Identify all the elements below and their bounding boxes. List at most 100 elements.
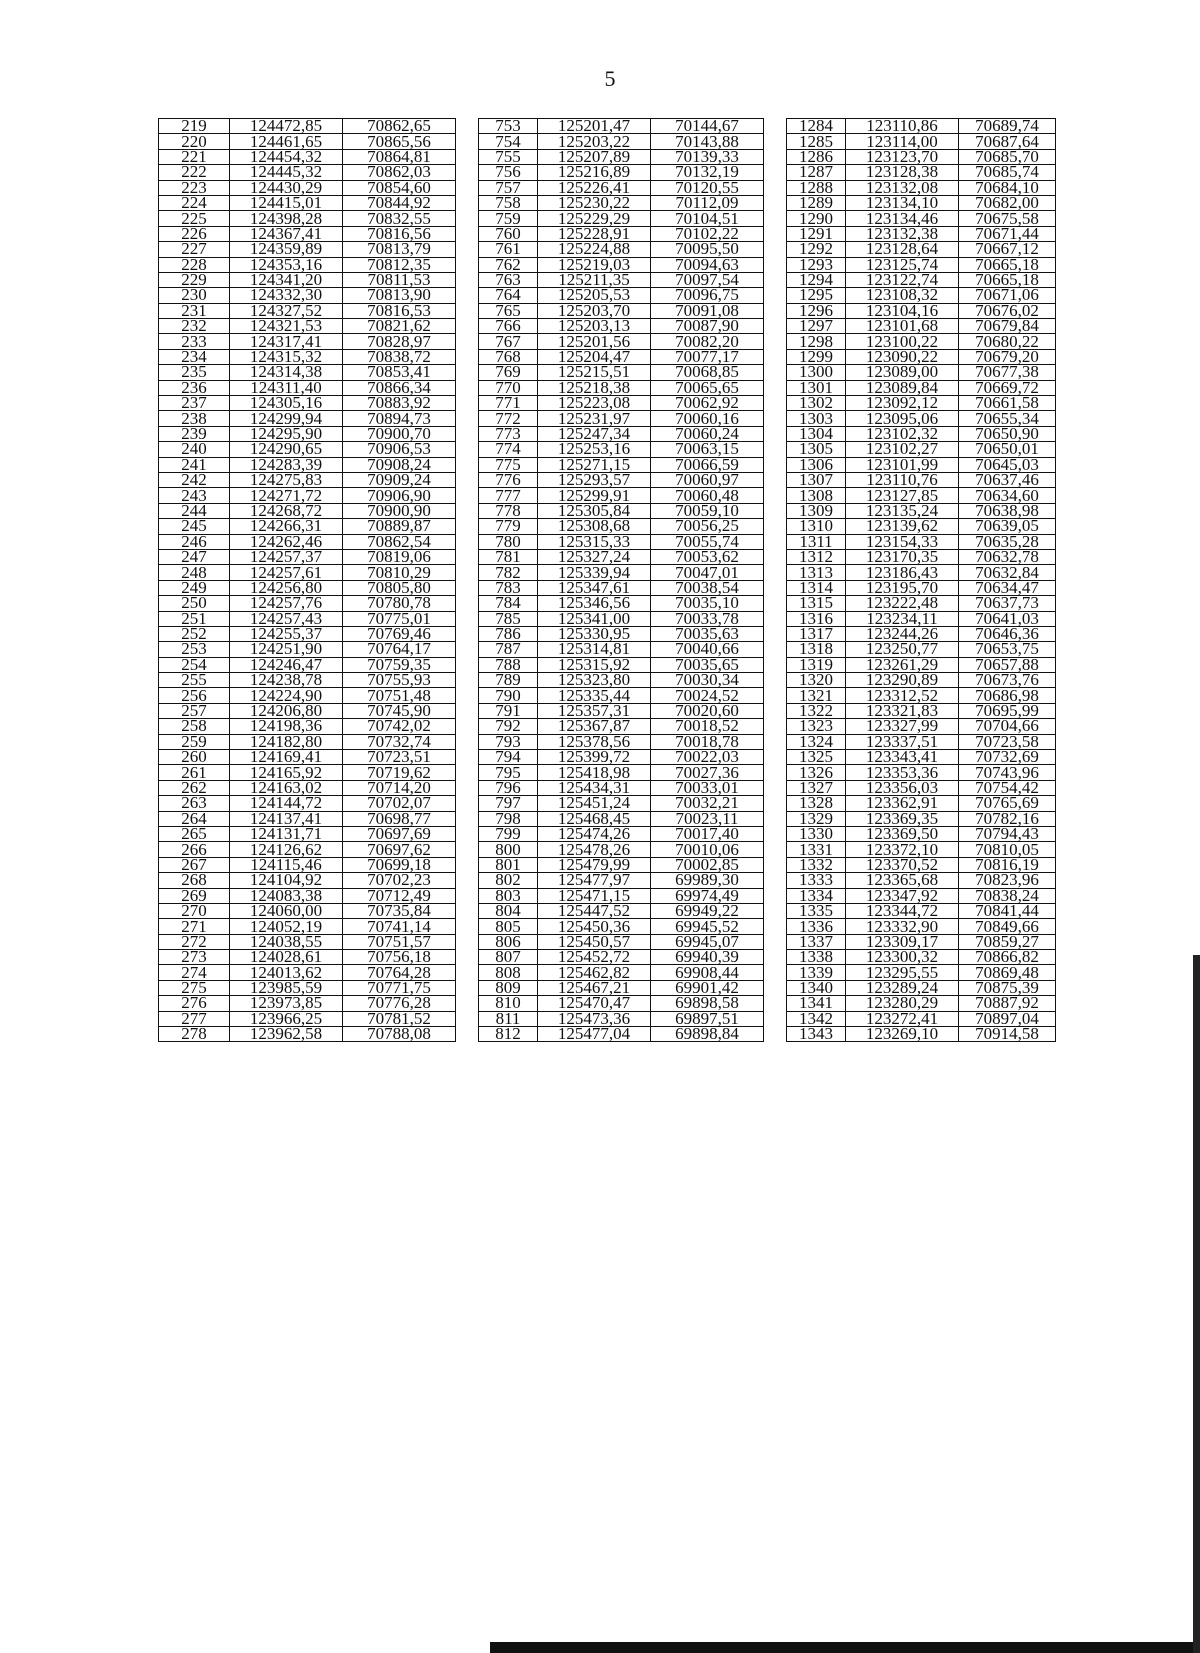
x-coordinate-cell: 124367,41 [229,225,343,242]
point-number-cell: 774 [478,440,538,458]
point-number-cell: 759 [478,209,538,227]
x-coordinate-cell: 125203,70 [537,302,651,319]
table-row: 249 124256,80 70805,80 783 125347,61 70038,54… [158,579,1056,596]
point-number-cell: 768 [478,348,538,365]
column-gap [455,841,479,858]
table-row: 263 124144,72 70702,07 797 125451,24 70032,21… [158,794,1056,812]
y-coordinate-cell: 70065,65 [650,379,764,396]
y-coordinate-cell: 70853,41 [342,363,456,381]
y-coordinate-cell: 70682,00 [958,194,1056,211]
point-number-cell: 1308 [786,486,846,504]
x-coordinate-cell: 123261,29 [845,656,959,673]
y-coordinate-cell: 70002,85 [650,856,764,873]
y-coordinate-cell: 70669,72 [958,379,1056,396]
x-coordinate-cell: 124131,71 [229,825,343,842]
x-coordinate-cell: 124314,38 [229,363,343,381]
x-coordinate-cell: 124060,00 [229,902,343,919]
y-coordinate-cell: 69974,49 [650,886,764,904]
column-gap [455,349,479,365]
x-coordinate-cell: 123092,12 [845,394,959,411]
column-gap [455,149,479,165]
table-row: 264 124137,41 70698,77 798 125468,45 70023,11… [158,810,1056,827]
x-coordinate-cell: 124398,28 [229,209,343,227]
point-number-cell: 1299 [786,348,846,365]
point-number-cell: 1320 [786,671,846,688]
table-row: 236 124311,40 70866,34 770 125218,38 70065,65… [158,379,1056,396]
x-coordinate-cell: 124144,72 [229,794,343,812]
column-gap [763,918,787,935]
point-number-cell: 809 [478,979,538,996]
point-number-cell: 230 [158,286,230,304]
y-coordinate-cell: 70655,34 [958,409,1056,427]
column-gap [455,426,479,442]
point-number-cell: 246 [158,533,230,550]
column-gap [763,503,787,519]
y-coordinate-cell: 70699,18 [342,856,456,873]
column-gap [763,226,787,242]
point-number-cell: 254 [158,656,230,673]
column-gap [455,672,479,688]
column-gap [455,734,479,750]
column-gap [763,780,787,796]
point-number-cell: 777 [478,486,538,504]
column-gap [455,287,479,304]
column-gap [455,1026,479,1042]
x-coordinate-cell: 124327,52 [229,302,343,319]
y-coordinate-cell: 69901,42 [650,979,764,996]
y-coordinate-cell: 70811,53 [342,271,456,288]
column-gap [455,626,479,642]
point-number-cell: 239 [158,425,230,442]
x-coordinate-cell: 125473,36 [537,1010,651,1027]
point-number-cell: 1342 [786,1010,846,1027]
column-gap [455,611,479,627]
y-coordinate-cell: 70010,06 [650,840,764,858]
y-coordinate-cell: 70645,03 [958,456,1056,473]
x-coordinate-cell: 125477,04 [537,1025,651,1042]
x-coordinate-cell: 123122,74 [845,271,959,288]
point-number-cell: 764 [478,286,538,304]
x-coordinate-cell: 123365,68 [845,871,959,889]
x-coordinate-cell: 123321,83 [845,702,959,719]
x-coordinate-cell: 124115,46 [229,856,343,873]
x-coordinate-cell: 125201,56 [537,332,651,350]
x-coordinate-cell: 125478,26 [537,840,651,858]
y-coordinate-cell: 70687,64 [958,132,1056,150]
point-number-cell: 803 [478,886,538,904]
point-number-cell: 245 [158,517,230,535]
column-gap [455,272,479,288]
column-gap [763,687,787,704]
column-gap [455,241,479,258]
table-row: 260 124169,41 70723,51 794 125399,72 70022,03… [158,748,1056,765]
x-coordinate-cell: 124165,92 [229,763,343,781]
table-row: 220 124461,65 70865,56 754 125203,22 70143,88… [158,132,1056,150]
table-row: 271 124052,19 70741,14 805 125450,36 69945,52… [158,917,1056,935]
column-gap [455,641,479,658]
y-coordinate-cell: 70781,52 [342,1010,456,1027]
point-number-cell: 1292 [786,240,846,258]
column-gap [763,611,787,627]
point-number-cell: 1304 [786,425,846,442]
point-number-cell: 275 [158,979,230,996]
point-number-cell: 270 [158,902,230,919]
point-number-cell: 1334 [786,886,846,904]
column-gap [455,949,479,965]
column-gap [763,380,787,396]
column-gap [763,195,787,211]
y-coordinate-cell: 70650,01 [958,440,1056,458]
point-number-cell: 257 [158,702,230,719]
x-coordinate-cell: 125299,91 [537,486,651,504]
point-number-cell: 770 [478,379,538,396]
point-number-cell: 259 [158,733,230,750]
table-row: 258 124198,36 70742,02 792 125367,87 70018,52… [158,717,1056,735]
point-number-cell: 1301 [786,379,846,396]
table-row: 277 123966,25 70781,52 811 125473,36 69897,51… [158,1010,1056,1027]
table-row: 219 124472,85 70862,65 753 125201,47 70144,67… [158,117,1056,134]
column-gap [455,857,479,873]
x-coordinate-cell: 125378,56 [537,733,651,750]
y-coordinate-cell: 70635,28 [958,533,1056,550]
point-number-cell: 1318 [786,640,846,658]
y-coordinate-cell: 70096,75 [650,286,764,304]
x-coordinate-cell: 124341,20 [229,271,343,288]
point-number-cell: 1305 [786,440,846,458]
column-gap [763,349,787,365]
